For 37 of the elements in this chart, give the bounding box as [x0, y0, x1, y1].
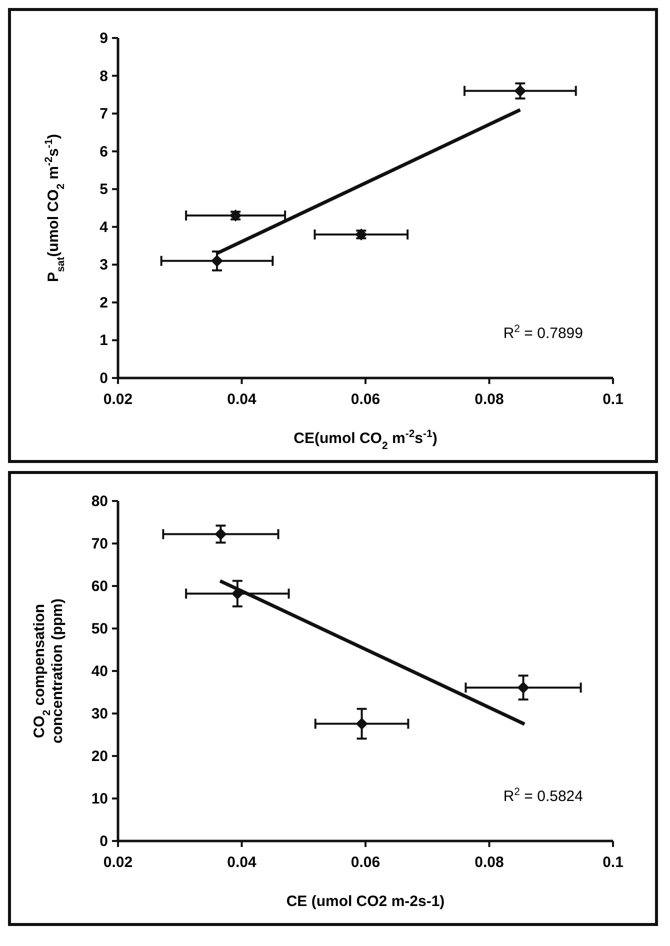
point: [214, 528, 227, 540]
x-tick-label: 0.06: [350, 391, 380, 408]
y-tick-label: 5: [100, 181, 108, 198]
x-axis-title: CE(umol CO$_{2}$ m$^{-2}$s$^{-1}$): [294, 428, 438, 452]
y-tick-label: 8: [100, 68, 108, 85]
x-tick-label: 0.04: [227, 391, 257, 408]
y-tick-label: 10: [91, 790, 108, 808]
y-tick-label: 40: [91, 663, 108, 680]
y-tick-label: 50: [91, 620, 108, 638]
y-tick-label: 7: [100, 106, 108, 123]
x-tick-label: 0.1: [602, 854, 624, 871]
x-tick-label: 0.1: [602, 391, 624, 408]
y-tick-label: 2: [100, 294, 108, 312]
y-tick-label: 60: [91, 578, 108, 595]
annotation: R$^{2}$ = 0.5824: [503, 786, 583, 805]
annotation: R$^{2}$ = 0.7899: [503, 323, 583, 342]
y-tick-label: 20: [91, 748, 108, 765]
point: [211, 254, 223, 267]
y-tick-label: 4: [100, 218, 109, 236]
y-tick-label: 6: [100, 143, 108, 160]
y-tick-label: 1: [100, 332, 108, 350]
y-tick-label: 80: [91, 493, 108, 510]
x-axis-title: CE (umol CO2 m-2s-1): [286, 893, 445, 910]
x-tick-label: 0.02: [103, 391, 133, 408]
point: [517, 682, 530, 694]
y-tick-label: 0: [100, 833, 108, 850]
y-tick-label: 3: [100, 256, 108, 274]
x-tick-label: 0.08: [474, 391, 504, 408]
x-tick-label: 0.02: [103, 854, 133, 871]
y-tick-label: 9: [100, 30, 108, 47]
x-tick-label: 0.06: [350, 854, 380, 871]
y-tick-label: 30: [91, 706, 108, 722]
y-tick-label: 70: [91, 536, 108, 552]
x-tick-label: 0.08: [474, 854, 504, 871]
point: [356, 718, 368, 730]
x-tick-label: 0.04: [227, 854, 257, 871]
y-tick-label: 0: [100, 370, 108, 387]
